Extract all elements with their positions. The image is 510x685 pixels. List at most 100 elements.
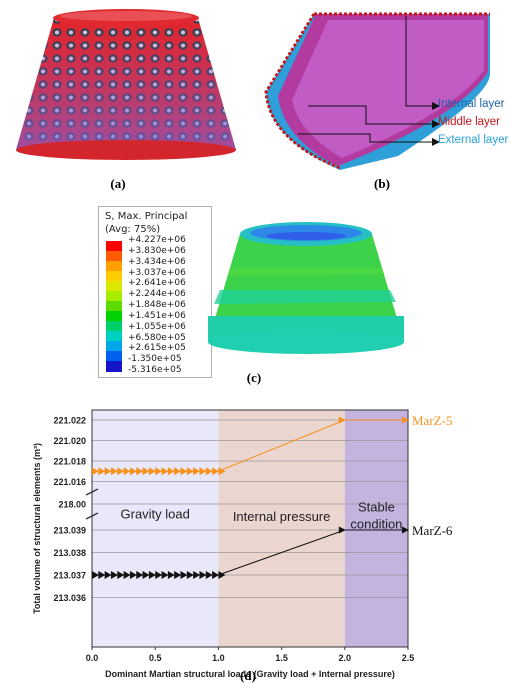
- legend-value: -1.350e+05: [128, 354, 182, 365]
- data-point: [117, 571, 125, 579]
- data-point: [199, 467, 207, 476]
- data-point: [161, 571, 169, 579]
- x-tick-label: 0.0: [86, 653, 99, 663]
- legend-swatch: [106, 261, 122, 272]
- data-point: [123, 467, 131, 476]
- legend-value: +4.227e+06: [128, 235, 186, 245]
- x-tick-label: 1.0: [212, 653, 225, 663]
- legend-swatch: [106, 271, 122, 282]
- region-band: [344, 410, 408, 647]
- layered-shell-figure: [264, 12, 490, 170]
- y-tick-label: 213.037: [53, 571, 86, 581]
- stress-contour-figure: [208, 222, 404, 354]
- legend-color-scale: [106, 241, 122, 372]
- legend-swatch: [106, 331, 122, 342]
- panel-c: [200, 204, 410, 364]
- x-axis-label: Dominant Martian structural loads (Gravi…: [105, 669, 395, 679]
- data-point: [205, 467, 213, 476]
- axis-break-mark: [85, 488, 99, 496]
- caption-b: (b): [374, 176, 390, 191]
- region-band: [92, 410, 219, 647]
- legend-value: +2.244e+06: [128, 289, 186, 300]
- label-middle-layer: Middle layer: [438, 116, 500, 128]
- data-point: [98, 467, 106, 476]
- x-tick-label: 2.5: [402, 653, 415, 663]
- label-external-layer: External layer: [438, 134, 509, 146]
- data-point: [148, 467, 156, 476]
- data-point: [180, 467, 188, 476]
- legend-swatch: [106, 251, 122, 262]
- data-point: [402, 526, 409, 534]
- data-point: [161, 467, 169, 476]
- caption-d: (d): [240, 668, 256, 683]
- data-point: [199, 571, 207, 579]
- data-point: [186, 467, 194, 476]
- legend-swatch: [106, 311, 122, 322]
- data-point: [92, 467, 99, 476]
- data-point: [338, 416, 346, 424]
- x-tick-label: 1.5: [275, 653, 288, 663]
- legend-value: +2.615e+05: [128, 343, 186, 354]
- legend-swatch: [106, 281, 122, 292]
- data-point: [110, 571, 118, 579]
- region-label-pressure: Internal pressure: [233, 509, 331, 524]
- region-label-gravity: Gravity load: [121, 507, 190, 522]
- data-point: [167, 571, 175, 579]
- y-tick-label: 213.036: [53, 593, 86, 603]
- panel-a: [8, 0, 244, 170]
- legend-value: +1.055e+06: [128, 321, 186, 332]
- legend-value: +3.037e+06: [128, 267, 186, 278]
- legend-swatch: [106, 361, 122, 372]
- data-point: [142, 571, 150, 579]
- legend-swatch: [106, 351, 122, 362]
- data-point: [148, 571, 156, 579]
- data-point: [142, 467, 150, 476]
- data-point: [136, 571, 144, 579]
- x-tick-label: 0.5: [149, 653, 162, 663]
- data-point: [117, 467, 125, 476]
- y-tick-label: 221.022: [53, 416, 86, 426]
- y-tick-label: 218.00: [58, 500, 86, 510]
- caption-c: (c): [246, 370, 262, 385]
- legend-swatch: [106, 241, 122, 252]
- data-point: [167, 467, 175, 476]
- label-internal-layer: Internal layer: [438, 98, 505, 110]
- data-point: [155, 571, 163, 579]
- legend-swatch: [106, 321, 122, 332]
- y-tick-label: 213.039: [53, 526, 86, 536]
- plot-frame: [91, 409, 409, 648]
- data-point: [104, 571, 112, 579]
- data-point: [193, 467, 201, 476]
- x-tick-label: 2.0: [339, 653, 352, 663]
- perforated-dome-figure: [16, 9, 236, 160]
- y-tick-label: 213.038: [53, 548, 86, 558]
- axis-break-mark: [85, 512, 99, 520]
- data-point: [212, 467, 220, 476]
- stress-legend: S, Max. Principal (Avg: 75%) +4.227e+06 +…: [98, 206, 212, 378]
- region-label-condition: condition: [350, 517, 402, 532]
- data-point: [218, 467, 226, 476]
- legend-value: +6.580e+05: [128, 332, 186, 343]
- data-point: [129, 467, 137, 476]
- legend-value: +1.451e+06: [128, 310, 186, 321]
- data-point: [402, 416, 409, 424]
- region-band: [218, 410, 345, 647]
- legend-subtitle: (Avg: 75%): [105, 224, 161, 235]
- data-point: [98, 571, 106, 579]
- data-point: [104, 467, 112, 476]
- data-point: [186, 571, 194, 579]
- y-tick-label: 221.018: [53, 457, 86, 467]
- legend-title: S, Max. Principal: [105, 211, 188, 222]
- data-point: [123, 571, 131, 579]
- data-point: [218, 571, 226, 579]
- data-point: [110, 467, 118, 476]
- legend-swatch: [106, 291, 122, 302]
- panel-b: Internal layer Middle layer External lay…: [258, 0, 510, 170]
- caption-a: (a): [110, 176, 126, 191]
- legend-value: +3.434e+06: [128, 256, 186, 267]
- data-point: [92, 571, 99, 579]
- series-label: MarZ-6: [412, 523, 453, 538]
- data-point: [136, 467, 144, 476]
- data-point: [155, 467, 163, 476]
- legend-value: +2.641e+06: [128, 278, 186, 289]
